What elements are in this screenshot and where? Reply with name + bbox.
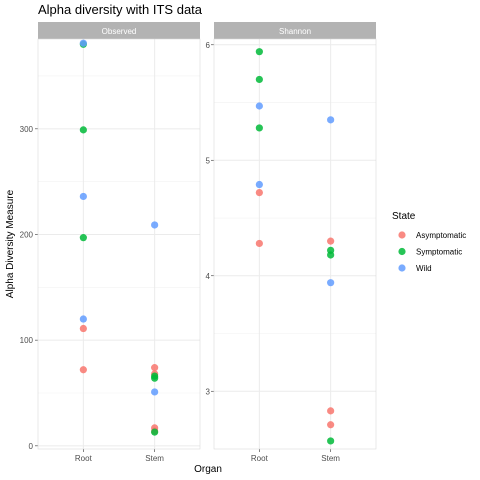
data-point-symptomatic xyxy=(327,251,335,259)
data-point-asymptomatic xyxy=(327,237,335,245)
data-point-asymptomatic xyxy=(151,364,159,372)
x-tick-label: Root xyxy=(251,454,269,463)
y-tick-label: 0 xyxy=(29,442,34,451)
data-point-symptomatic xyxy=(255,75,263,84)
data-point-symptomatic xyxy=(327,437,335,445)
data-point-symptomatic xyxy=(79,126,87,134)
data-point-symptomatic xyxy=(79,234,87,242)
facet-strip-label: Observed xyxy=(102,27,137,36)
facet-strip xyxy=(214,22,376,39)
data-point-symptomatic xyxy=(151,428,159,436)
y-tick-label: 200 xyxy=(20,230,34,239)
data-point-asymptomatic xyxy=(79,366,87,374)
x-tick-label: Root xyxy=(75,454,93,463)
data-point-wild xyxy=(255,102,263,110)
y-axis-title: Alpha Diversity Measure xyxy=(5,189,16,298)
legend-label: Asymptomatic xyxy=(416,231,466,240)
data-point-asymptomatic xyxy=(255,189,263,197)
y-tick-label: 100 xyxy=(20,336,34,345)
legend-item-symptomatic: Symptomatic xyxy=(398,248,462,257)
data-point-asymptomatic xyxy=(327,421,335,429)
data-point-asymptomatic xyxy=(79,324,87,333)
data-point-symptomatic xyxy=(255,48,263,56)
y-tick-label: 300 xyxy=(20,125,34,134)
legend: State Asymptomatic Symptomatic Wild xyxy=(392,211,466,273)
legend-key xyxy=(398,231,406,239)
legend-key xyxy=(398,247,406,256)
y-tick-label: 6 xyxy=(206,41,211,50)
data-point-wild xyxy=(151,221,159,229)
y-tick-label: 4 xyxy=(206,272,211,281)
panel-border xyxy=(213,38,377,450)
data-point-symptomatic xyxy=(255,124,263,132)
legend-title: State xyxy=(392,211,416,222)
legend-label: Symptomatic xyxy=(416,248,462,257)
legend-key xyxy=(398,264,406,272)
x-tick-label: Stem xyxy=(145,454,164,463)
panel-background xyxy=(38,39,200,449)
chart-title: Alpha diversity with ITS data xyxy=(38,2,203,17)
legend-item-asymptomatic: Asymptomatic xyxy=(398,231,466,240)
facet-strip xyxy=(38,22,200,39)
data-point-wild xyxy=(79,315,87,323)
data-point-asymptomatic xyxy=(327,407,335,415)
panel-shannon: Shannon 3 4 5 6 Root Stem xyxy=(206,22,377,463)
data-point-wild xyxy=(327,279,335,287)
data-point-wild xyxy=(255,180,263,189)
facet-strip-label: Shannon xyxy=(279,27,311,36)
panel-observed: Observed 0 100 200 300 Root Stem xyxy=(20,22,201,463)
data-point-symptomatic xyxy=(151,374,159,382)
panel-border xyxy=(37,38,201,450)
y-tick-label: 3 xyxy=(206,387,211,396)
data-point-wild xyxy=(327,116,335,124)
x-axis-title: Organ xyxy=(194,464,222,475)
panel-background xyxy=(214,39,376,449)
y-tick-label: 5 xyxy=(206,156,211,165)
data-point-wild xyxy=(79,192,87,201)
panels: Observed 0 100 200 300 Root Stem Shannon 3 4 5 6 Roo… xyxy=(20,22,377,463)
data-point-asymptomatic xyxy=(255,239,263,248)
data-point-wild xyxy=(79,39,87,47)
legend-items: Asymptomatic Symptomatic Wild xyxy=(398,231,466,273)
data-point-wild xyxy=(151,388,159,396)
x-tick-label: Stem xyxy=(321,454,340,463)
legend-item-wild: Wild xyxy=(398,264,432,273)
legend-label: Wild xyxy=(416,264,432,273)
